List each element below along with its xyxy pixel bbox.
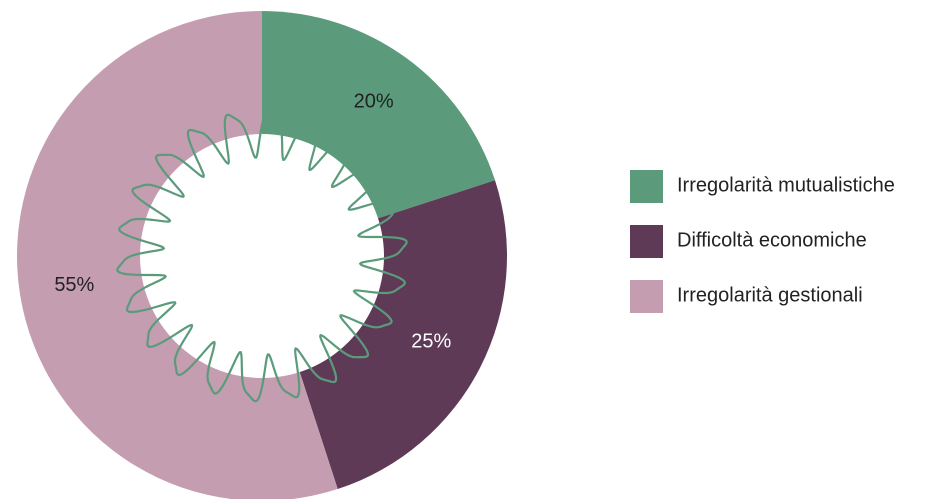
donut-hole [140,134,384,378]
legend-label: Irregolarità gestionali [677,284,863,306]
legend-label: Irregolarità mutualistiche [677,174,895,196]
data-label: 55% [54,274,94,296]
decorative-ring [116,109,408,403]
data-label: 20% [354,91,394,113]
legend-label: Difficoltà economiche [677,229,867,251]
data-label: 25% [411,331,451,353]
legend-swatch [630,280,663,313]
legend-swatch [630,170,663,203]
legend-swatch [630,225,663,258]
